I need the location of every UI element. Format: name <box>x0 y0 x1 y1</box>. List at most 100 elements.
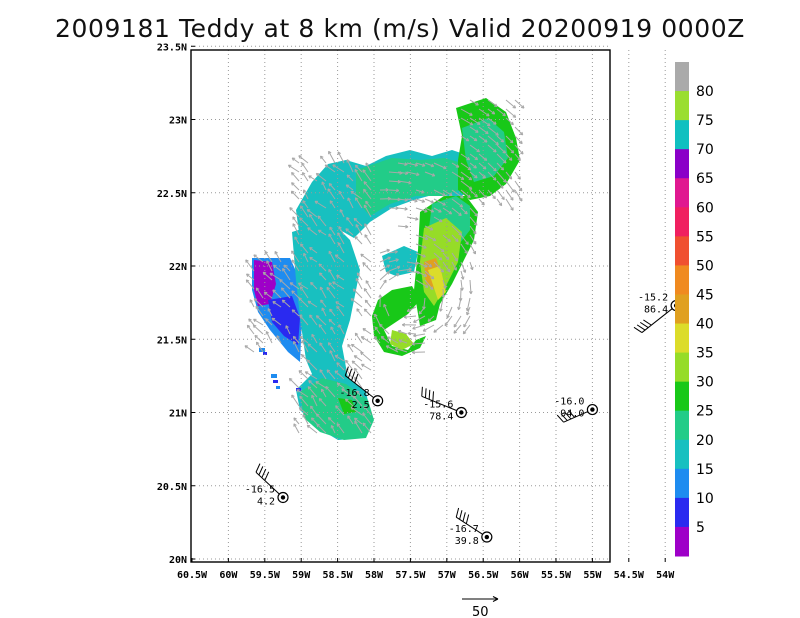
x-tick-label: 57W <box>438 570 457 581</box>
wind-arrow <box>433 162 447 170</box>
wind-arrow <box>248 318 255 326</box>
wind-arrows <box>244 99 525 434</box>
wind-arrow <box>394 347 408 353</box>
wind-arrow <box>245 279 255 290</box>
wind-arrow <box>297 282 309 290</box>
wind-arrow <box>269 272 282 281</box>
swath-teal-north-arm <box>356 158 470 216</box>
wind-arrow <box>487 126 499 136</box>
y-tick-label: 22N <box>169 262 187 273</box>
wind-arrow <box>282 267 291 281</box>
wind-arrow <box>292 216 300 227</box>
wind-arrow <box>321 181 327 191</box>
wind-arrow <box>379 248 390 254</box>
wind-arrow <box>265 318 273 326</box>
wind-arrow <box>451 162 460 168</box>
wind-arrow <box>406 306 417 312</box>
wind-arrow <box>339 209 345 218</box>
wind-arrow <box>451 189 464 199</box>
wind-arrow <box>378 294 383 308</box>
wind-arrow <box>310 281 318 290</box>
wind-arrow <box>353 355 363 362</box>
wind-barb-flag <box>633 326 643 333</box>
wind-arrow <box>345 184 354 191</box>
wind-arrow <box>478 108 490 117</box>
wind-barb-flag <box>560 413 568 421</box>
wind-arrow <box>415 243 427 249</box>
wind-arrow <box>406 216 419 221</box>
wind-arrow <box>246 273 255 281</box>
wind-arrow <box>318 324 327 335</box>
colorbar-label: 60 <box>696 200 714 216</box>
wind-arrow <box>397 329 408 335</box>
wind-arrow <box>266 260 273 272</box>
wind-arrow <box>307 343 318 353</box>
wind-arrow <box>487 162 497 172</box>
wind-arrow <box>315 172 327 182</box>
wind-arrow <box>442 279 447 289</box>
x-tick-label: 56W <box>511 570 530 581</box>
wind-arrow <box>346 174 354 182</box>
reference-vector-label: 50 <box>472 605 489 618</box>
wind-arrow <box>514 180 523 192</box>
wind-arrow <box>319 342 327 353</box>
wind-arrow <box>329 200 336 209</box>
wind-arrow <box>302 200 309 209</box>
wind-arrow <box>264 250 273 263</box>
colorbar-segment <box>675 439 689 470</box>
observation-station: -16.54.2 <box>245 463 289 507</box>
wind-arrow <box>332 281 345 290</box>
wind-arrow <box>346 217 354 227</box>
wind-barb <box>455 516 488 538</box>
wind-arrow <box>433 198 446 206</box>
colorbar-segment <box>675 62 689 92</box>
wind-arrow <box>415 252 426 258</box>
wind-arrow <box>324 164 336 173</box>
colorbar-segment <box>675 178 689 208</box>
wind-arrow <box>310 417 318 425</box>
wind-arrow <box>433 252 443 261</box>
station-center <box>280 495 286 500</box>
wind-arrow <box>388 273 400 281</box>
swath-yellow-core <box>428 266 446 300</box>
wind-arrow <box>505 153 513 161</box>
wind-arrow <box>401 322 417 327</box>
observation-temperature: -15.2 <box>638 293 668 304</box>
wind-arrow <box>433 324 444 333</box>
wind-arrow <box>496 180 504 189</box>
x-tick-label: 59W <box>292 570 311 581</box>
wind-arrow <box>328 182 336 191</box>
wind-arrow <box>451 261 457 271</box>
observation-wind: 4.2 <box>257 496 275 507</box>
wind-arrow <box>289 282 300 290</box>
wind-arrow <box>379 256 391 263</box>
wind-arrow <box>334 254 345 263</box>
wind-arrow <box>373 335 381 344</box>
axis-ticks: 60.5W 60W 59.5W 59W 58.5W 58W 57.5W 57W 56.5W 56W… <box>157 42 675 581</box>
observation-temperature: -15.6 <box>423 400 453 411</box>
wind-arrow <box>334 370 345 380</box>
swath-fragment <box>276 386 280 389</box>
wind-arrow <box>469 144 480 153</box>
wind-arrow <box>272 301 282 308</box>
wind-arrow <box>413 315 426 323</box>
wind-arrow <box>363 188 372 200</box>
wind-barb-flag <box>354 373 359 384</box>
station-center <box>590 407 595 412</box>
observation-wind: 39.8 <box>455 536 479 547</box>
wind-arrow <box>362 328 372 335</box>
wind-arrow <box>332 164 345 173</box>
wind-arrow <box>326 369 336 380</box>
wind-arrow <box>352 288 363 299</box>
plot-frame <box>190 49 611 563</box>
wind-arrow <box>292 223 300 236</box>
wind-arrow <box>444 315 453 327</box>
observation-wind: 2.5 <box>352 400 370 411</box>
colorbar-segment <box>675 497 689 528</box>
wind-arrow <box>406 162 418 167</box>
station-center <box>375 398 380 403</box>
wind-arrow <box>291 309 300 317</box>
wind-arrow <box>496 189 505 200</box>
wind-arrow <box>397 162 408 166</box>
